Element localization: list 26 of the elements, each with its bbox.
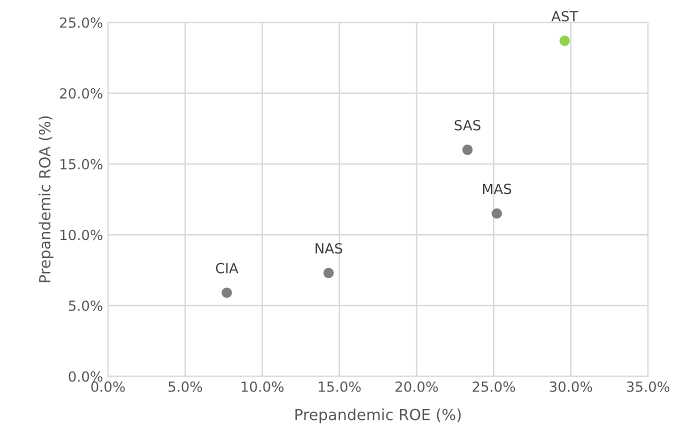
annotation: SAS bbox=[454, 120, 480, 130]
x-axis-title: Prepandemic ROE (%) bbox=[295, 408, 461, 424]
x-tick-label: 35.0% bbox=[627, 381, 670, 392]
x-tick-label: 0.0% bbox=[91, 381, 125, 392]
point bbox=[222, 288, 232, 298]
x-tick-label: 10.0% bbox=[242, 381, 284, 392]
point bbox=[323, 268, 334, 278]
x-tick-label: 20.0% bbox=[396, 381, 438, 392]
x-tick-label: 30.0% bbox=[550, 381, 592, 392]
y-tick-label: 5.0% bbox=[68, 300, 102, 312]
x-tick-label: 15.0% bbox=[318, 381, 361, 392]
y-tick-label: 15.0% bbox=[60, 158, 102, 170]
annotation: CIA bbox=[216, 262, 238, 274]
annotation: AST bbox=[551, 10, 578, 22]
point bbox=[462, 144, 473, 155]
x-tick-label: 25.0% bbox=[472, 381, 516, 392]
annotation: NAS bbox=[316, 243, 342, 254]
point bbox=[492, 208, 502, 219]
y-tick-label: 25.0% bbox=[60, 17, 102, 28]
annotation: MAS bbox=[483, 184, 512, 194]
y-tick-label: 20.0% bbox=[60, 88, 102, 99]
point bbox=[560, 36, 570, 46]
y-tick-label: 0.0% bbox=[68, 371, 102, 382]
y-tick-label: 10.0% bbox=[60, 230, 102, 240]
x-tick-label: 5.0% bbox=[168, 381, 202, 392]
y-axis-title: Prepandemic ROA (%) bbox=[38, 116, 54, 282]
